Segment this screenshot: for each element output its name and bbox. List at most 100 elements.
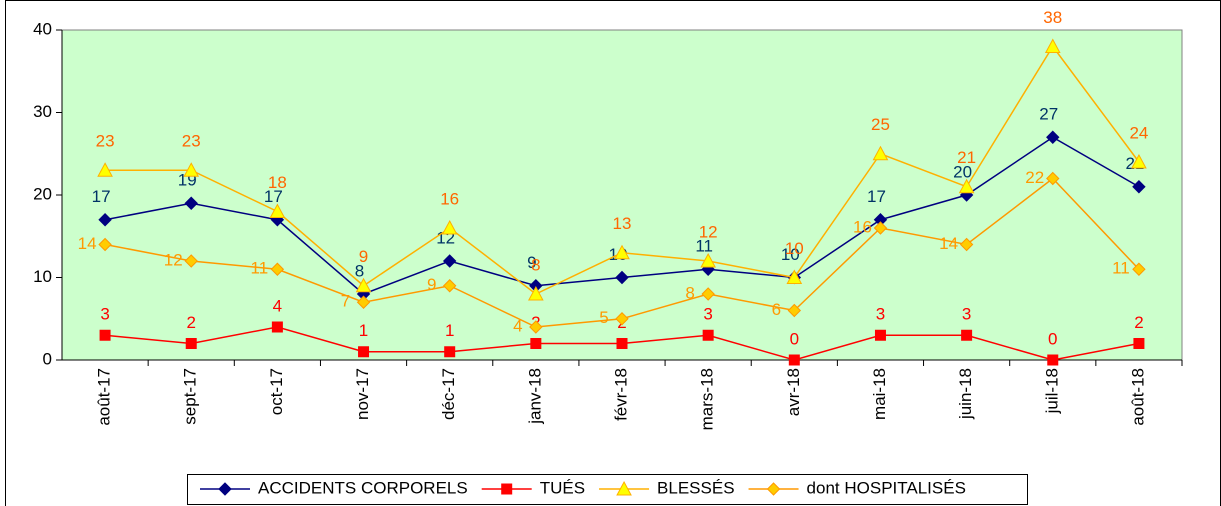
x-tick-label: déc-17 — [439, 368, 458, 420]
x-tick-label: juin-18 — [956, 368, 975, 420]
marker — [1132, 262, 1146, 276]
data-label: 6 — [772, 300, 781, 319]
y-tick-label: 0 — [43, 349, 52, 368]
data-label: 0 — [790, 329, 799, 348]
data-label: 9 — [527, 253, 536, 272]
data-label: 12 — [164, 250, 183, 269]
marker — [1131, 153, 1147, 169]
data-label: 9 — [427, 275, 436, 294]
data-label: 18 — [268, 173, 287, 192]
marker — [1046, 171, 1060, 186]
data-label: 38 — [1043, 8, 1062, 27]
data-label: 24 — [1129, 123, 1148, 142]
marker — [787, 303, 802, 318]
data-label: 3 — [962, 305, 971, 324]
x-tick-label: oct-17 — [267, 368, 286, 415]
marker — [1046, 130, 1060, 144]
data-label: 11 — [695, 237, 713, 256]
marker — [442, 254, 457, 268]
data-label: 13 — [613, 214, 632, 233]
data-label: 23 — [182, 132, 201, 151]
data-label: 21 — [957, 148, 976, 167]
data-label: 1 — [359, 321, 368, 340]
marker — [441, 219, 458, 235]
marker — [1044, 38, 1061, 53]
data-label: 3 — [703, 305, 712, 324]
marker — [442, 279, 457, 293]
y-tick-label: 20 — [33, 184, 52, 203]
marker — [788, 354, 800, 366]
data-label: 16 — [440, 189, 459, 208]
marker — [873, 221, 888, 235]
data-label: 23 — [96, 132, 115, 151]
data-label: 17 — [264, 187, 283, 206]
x-tick-label: avr-18 — [784, 368, 803, 416]
x-tick-label: mai-18 — [870, 368, 889, 420]
marker — [700, 252, 716, 268]
marker — [701, 287, 715, 301]
data-label: 9 — [359, 247, 368, 266]
marker — [444, 346, 456, 358]
data-label: 8 — [355, 261, 364, 280]
marker — [959, 237, 974, 252]
data-label: 2 — [186, 313, 195, 332]
marker — [97, 162, 113, 177]
legend-label: BLESSÉS — [657, 478, 735, 497]
x-tick-label: févr-18 — [611, 368, 630, 421]
marker — [269, 203, 286, 218]
marker — [98, 237, 112, 252]
data-label: 17 — [867, 187, 886, 206]
marker — [184, 196, 198, 210]
plot-area — [61, 29, 1183, 361]
data-label: 27 — [1039, 105, 1058, 124]
data-label: 10 — [785, 239, 804, 258]
marker — [355, 277, 372, 293]
x-tick-label: août-17 — [95, 368, 114, 426]
marker — [961, 329, 973, 341]
y-tick-label: 10 — [33, 267, 52, 286]
data-label: 14 — [939, 234, 958, 253]
data-label: 8 — [685, 283, 694, 302]
data-label: 8 — [531, 255, 540, 274]
data-label: 16 — [853, 217, 872, 236]
data-label: 3 — [876, 305, 885, 324]
legend-label: TUÉS — [540, 478, 585, 497]
data-label: 20 — [953, 162, 972, 181]
marker — [528, 285, 544, 301]
marker — [99, 329, 111, 341]
marker — [98, 213, 112, 227]
marker — [702, 329, 714, 341]
marker — [1132, 180, 1146, 194]
marker — [218, 482, 232, 496]
data-label: 22 — [1025, 168, 1044, 187]
x-tick-label: août-18 — [1128, 368, 1147, 426]
data-label: 4 — [273, 296, 282, 315]
x-tick-label: nov-17 — [353, 368, 372, 420]
marker — [616, 480, 632, 496]
marker — [271, 321, 283, 333]
marker — [358, 346, 370, 358]
marker — [1133, 338, 1145, 349]
marker — [184, 254, 198, 268]
data-label: 17 — [92, 187, 111, 206]
legend-label: dont HOSPITALISÉS — [807, 478, 966, 497]
x-tick-label: mars-18 — [698, 368, 717, 430]
marker — [529, 320, 543, 334]
x-tick-label: juil-18 — [1042, 368, 1061, 414]
marker — [874, 329, 886, 341]
marker — [270, 262, 285, 276]
marker — [615, 312, 629, 326]
marker — [1047, 354, 1059, 366]
marker — [356, 295, 371, 309]
data-label: 14 — [78, 234, 97, 253]
y-tick-label: 30 — [33, 102, 52, 121]
marker — [185, 338, 197, 349]
data-label: 12 — [699, 222, 718, 241]
marker — [530, 338, 542, 349]
data-label: 11 — [251, 259, 269, 278]
marker — [616, 338, 628, 349]
data-label: 3 — [100, 305, 109, 324]
data-label: 1 — [445, 321, 454, 340]
marker — [501, 483, 513, 495]
